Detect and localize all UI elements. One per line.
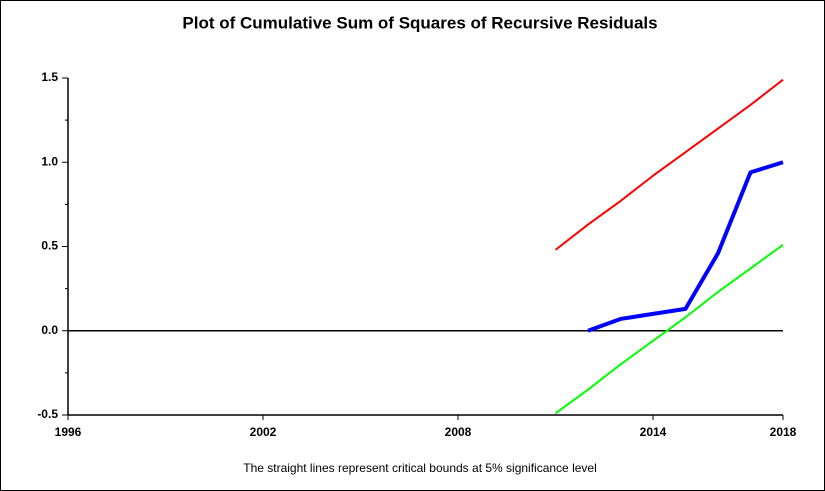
chart-title: Plot of Cumulative Sum of Squares of Rec… — [182, 13, 657, 32]
x-tick-label: 2002 — [250, 425, 277, 439]
y-tick-label: 0.5 — [41, 239, 58, 253]
y-tick-label: 0.0 — [41, 323, 58, 337]
series-line — [587, 160, 784, 333]
x-tick-label: 2008 — [445, 425, 472, 439]
y-tick-label: 1.5 — [41, 70, 58, 84]
series-line — [554, 78, 784, 251]
series-line — [554, 244, 784, 415]
x-tick-label: 2018 — [770, 425, 797, 439]
x-tick-label: 1996 — [55, 425, 82, 439]
y-tick-label: -0.5 — [37, 407, 58, 421]
footnote: The straight lines represent critical bo… — [243, 461, 597, 475]
y-tick-label: 1.0 — [41, 154, 58, 168]
x-tick-label: 2014 — [640, 425, 667, 439]
